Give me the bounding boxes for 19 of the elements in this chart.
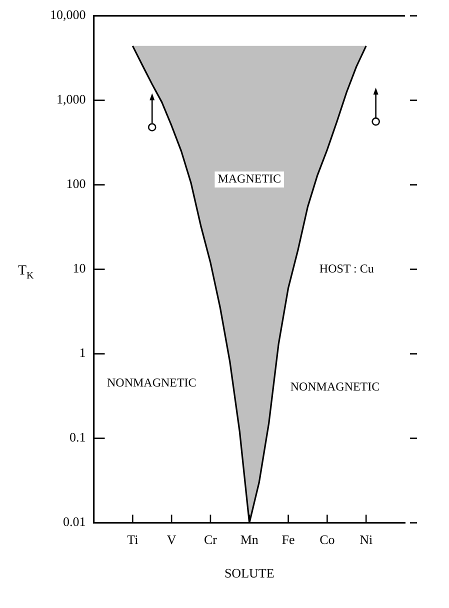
y-tick-label: 0.01: [63, 514, 86, 530]
annotation: MAGNETIC: [218, 172, 282, 186]
annotation: NONMAGNETIC: [106, 376, 196, 390]
y-tick-label: 1: [79, 345, 86, 360]
x-tick-label: Ni: [360, 532, 373, 548]
annotation: HOST : Cu: [319, 261, 374, 276]
y-tick-label: 1,000: [56, 92, 86, 107]
y-tick-label: 10,000: [50, 7, 86, 22]
x-axis-title: SOLUTE: [224, 566, 274, 581]
y-tick-label: 100: [66, 176, 86, 192]
annotation: NONMAGNETIC: [290, 380, 380, 394]
x-tick-label: Cr: [204, 532, 218, 548]
x-tick-label: Ti: [127, 532, 139, 548]
x-tick-label: Co: [320, 532, 335, 548]
x-tick-label: Mn: [240, 532, 259, 548]
x-tick-label: Fe: [282, 532, 296, 548]
y-tick-label: 0.1: [70, 430, 86, 445]
x-tick-label: V: [166, 532, 177, 548]
y-tick-label: 10: [72, 260, 86, 276]
